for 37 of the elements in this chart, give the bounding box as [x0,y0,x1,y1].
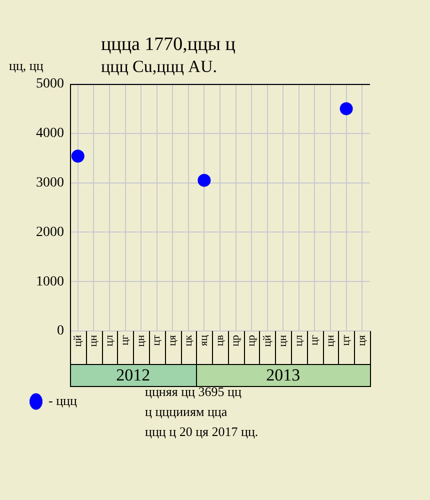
x-tick-label: цн [134,334,147,347]
x-tick-label: цт [340,334,352,346]
x-tick-label: цр [230,334,242,346]
x-tick-label: цл [292,334,305,346]
point [340,102,353,116]
point [198,174,211,187]
y-tick-label: 2000 [36,224,64,240]
x-tick-label: цв [214,335,226,346]
x-tick-label: цл [103,334,116,346]
x-tick-label: цн [277,334,290,347]
x-tick-label: цк [182,334,194,346]
x-tick-label: цй [72,334,84,347]
x-tick-label: цг [119,334,132,346]
y-tick-label: 5000 [36,76,64,92]
y-tick-label: 1000 [36,274,64,290]
text: ц цццииям цца [145,403,228,421]
point [71,150,84,163]
chart-title: ццца 1770,ццы ц [101,34,236,56]
x-tick-label: яц [198,334,210,346]
x-tick-label: цр [245,334,258,346]
x-tick-label: ця [166,335,179,346]
text: ццц ц 20 ця 2017 цц. [145,423,258,441]
y-tick-label: 4000 [36,126,64,142]
x-tick-label: цг [308,334,321,346]
x-tick-label: цт [150,334,163,346]
x-tick-label: цн [88,334,100,347]
x-tick-label: цй [261,334,274,347]
y-tick-label: 3000 [36,175,64,190]
x-tick-label: ця [356,335,368,346]
text: 2012 [116,365,150,384]
y-axis-title: цц, цц [9,58,44,74]
chart-subtitle: ццц Cu,ццц AU. [101,56,218,78]
x-tick-label: цн [324,334,336,347]
text: ццняя цц 3695 цц [145,383,242,401]
text: 2013 [266,365,300,384]
y-tick-label: 0 [57,324,64,339]
legend-label: - ццц [48,392,77,408]
